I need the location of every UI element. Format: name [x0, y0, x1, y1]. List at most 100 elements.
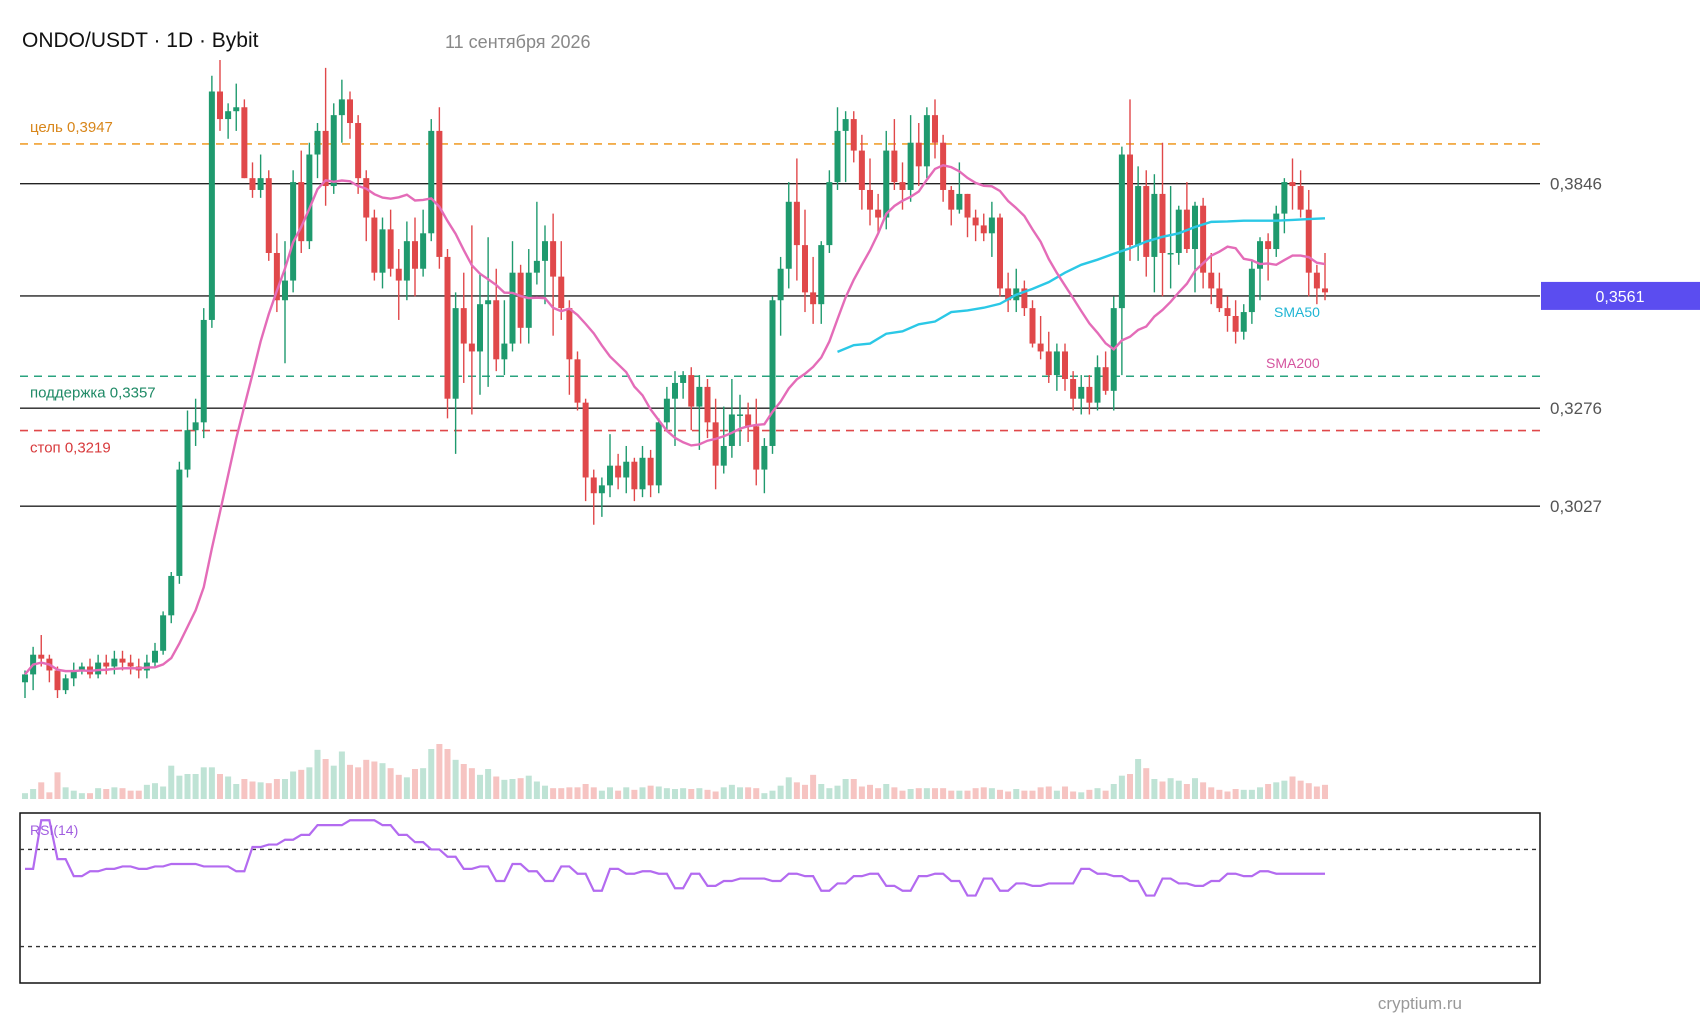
- candle-up: [1135, 186, 1142, 246]
- candle-down: [298, 182, 305, 242]
- volume-bar: [46, 792, 53, 799]
- volume-bar: [802, 784, 808, 799]
- volume-bar: [858, 786, 865, 799]
- volume-bar: [655, 786, 662, 799]
- volume-bar: [923, 788, 930, 799]
- candle-up: [842, 119, 849, 131]
- candle-down: [1322, 288, 1328, 293]
- volume-bar: [22, 793, 28, 799]
- chart-title: ONDO/USDT · 1D · Bybit: [22, 29, 259, 52]
- volume-bar: [1322, 784, 1328, 799]
- current-price-label: 0,3561: [1596, 289, 1645, 306]
- candle-down: [1208, 272, 1215, 289]
- volume-bar: [192, 774, 199, 799]
- volume-bar: [948, 790, 955, 799]
- candle-down: [217, 91, 223, 120]
- candle-down: [582, 402, 589, 478]
- candle-down: [850, 119, 857, 151]
- volume-bar: [1313, 786, 1320, 799]
- candle-down: [1037, 343, 1044, 352]
- candle-up: [607, 465, 613, 486]
- candle-up: [1281, 182, 1288, 214]
- volume-bar: [574, 787, 581, 799]
- rsi-panel: RSI(14): [19, 812, 1541, 984]
- candle-up: [672, 382, 678, 399]
- volume-bar: [1021, 790, 1028, 799]
- volume-bar: [737, 787, 743, 799]
- volume-bar: [647, 785, 654, 799]
- moving-averages: SMA50 SMA200: [24, 164, 1326, 676]
- volume-bar: [785, 777, 792, 799]
- candle-down: [54, 670, 61, 691]
- candle-down: [867, 189, 873, 210]
- candle-up: [208, 91, 215, 320]
- volume-bar: [1135, 759, 1142, 799]
- candle-down: [273, 252, 280, 301]
- candle-down: [1021, 288, 1028, 309]
- volume-bar: [793, 782, 800, 799]
- candle-down: [899, 182, 906, 190]
- volume-bar: [485, 769, 492, 799]
- volume-bar: [696, 788, 703, 799]
- watermark: cryptium.ru: [1377, 994, 1462, 1013]
- candle-up: [338, 99, 345, 116]
- candle-up: [696, 386, 703, 407]
- volume-bar: [1216, 789, 1223, 799]
- candle-down: [1224, 308, 1231, 316]
- candle-down: [704, 386, 711, 423]
- candle-down: [745, 414, 752, 427]
- candle-up: [1118, 154, 1125, 309]
- candle-up: [525, 272, 532, 328]
- volume-bar: [420, 768, 427, 799]
- candle-down: [38, 654, 45, 659]
- candle-down: [558, 276, 565, 309]
- volume-bar: [217, 774, 223, 799]
- candle-down: [566, 308, 573, 360]
- candle-up: [428, 130, 435, 234]
- trade-zones: цель 0,3947 поддержка 0,3357 стоп 0,3219: [20, 119, 1540, 457]
- rsi-line: [25, 819, 1325, 897]
- candle-up: [1151, 193, 1158, 257]
- candle-down: [875, 209, 882, 218]
- candle-up: [1094, 367, 1101, 403]
- candle-up: [485, 300, 492, 305]
- volume-bar: [1273, 782, 1280, 799]
- candle-up: [509, 272, 516, 344]
- volume-bar: [672, 789, 678, 799]
- candle-up: [834, 130, 841, 183]
- volume-bar: [460, 764, 467, 799]
- candle-down: [1045, 351, 1052, 376]
- candle-up: [501, 343, 508, 360]
- stop-zone-label: стоп 0,3219: [30, 440, 111, 457]
- volume-bar: [168, 765, 175, 799]
- volume-bar: [525, 775, 532, 799]
- volume-bar: [558, 788, 565, 799]
- candle-up: [184, 430, 191, 470]
- volume-bar: [1305, 783, 1312, 799]
- candle-up: [420, 233, 427, 269]
- volume-bar: [143, 784, 150, 799]
- candle-down: [1159, 193, 1166, 253]
- candle-up: [680, 375, 687, 383]
- volume-bar: [371, 761, 378, 799]
- volume-bar: [728, 784, 735, 799]
- volume-bar: [663, 788, 670, 799]
- candle-up: [477, 304, 483, 352]
- candle-up: [168, 575, 175, 616]
- volume-bar: [712, 791, 719, 799]
- candle-up: [306, 154, 313, 242]
- volume-bar: [387, 768, 394, 799]
- candle-down: [436, 130, 443, 257]
- volume-bar: [290, 771, 297, 799]
- candle-up: [598, 485, 605, 494]
- volume-bar: [940, 788, 947, 799]
- volume-bar: [542, 785, 548, 799]
- volume-bars: [22, 744, 1328, 799]
- candle-down: [1062, 351, 1068, 380]
- candle-down: [387, 229, 394, 269]
- candle-up: [818, 245, 825, 305]
- sma50-label: SMA50: [1274, 304, 1320, 320]
- candle-down: [241, 107, 248, 179]
- volume-bar: [160, 786, 167, 799]
